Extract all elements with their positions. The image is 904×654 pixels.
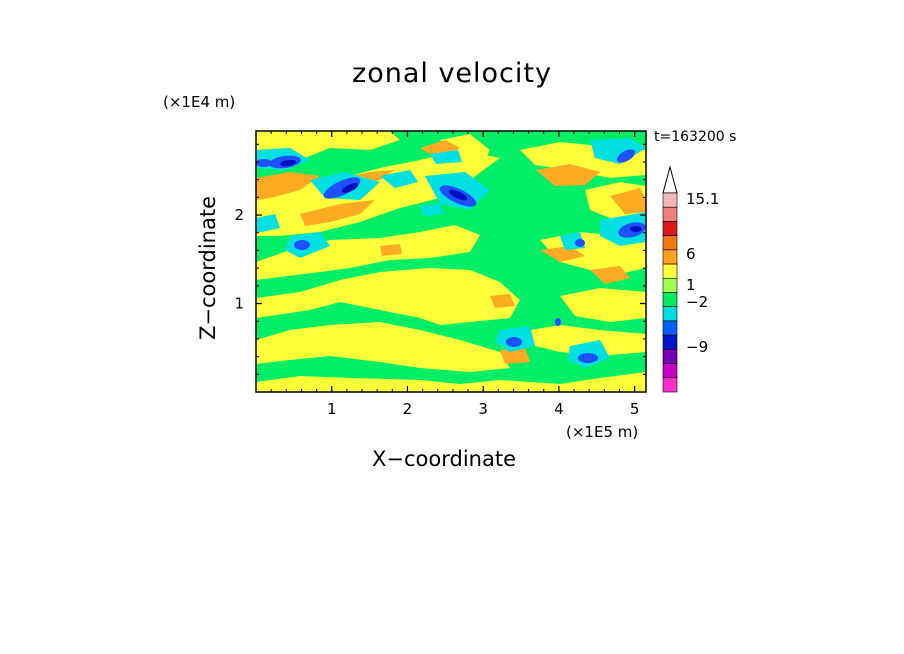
- colorbar-swatch-12: [662, 363, 678, 379]
- colorbar-label-4: −9: [686, 338, 708, 356]
- colorbar-arrow: [662, 165, 678, 194]
- x-tick-label-4: 4: [554, 400, 564, 418]
- colorbar-swatch-3: [662, 235, 678, 251]
- plot-frame: [255, 130, 647, 393]
- colorbar-swatch-0: [662, 192, 678, 208]
- x-tick-label-2: 2: [403, 400, 413, 418]
- y-tick-label-1: 1: [234, 295, 244, 313]
- colorbar-label-3: −2: [686, 293, 708, 311]
- time-label: t=163200 s: [654, 129, 737, 145]
- colorbar: 15.1 6 1−2 −9: [662, 165, 719, 393]
- x-tick-label-5: 5: [630, 400, 640, 418]
- colorbar-swatch-2: [662, 221, 678, 236]
- colorbar-label-1: 6: [686, 245, 696, 263]
- colorbar-swatch-4: [662, 249, 678, 265]
- y-axis-unit: (×1E4 m): [163, 93, 236, 111]
- colorbar-swatch-7: [662, 292, 678, 308]
- x-axis-unit: (×1E5 m): [566, 423, 639, 441]
- colorbar-label-2: 1: [686, 276, 696, 294]
- velocity-field: [256, 131, 646, 392]
- x-tick-label-1: 1: [327, 400, 337, 418]
- colorbar-swatch-8: [662, 306, 678, 322]
- y-tick-label-2: 2: [234, 206, 244, 224]
- colorbar-swatch-11: [662, 349, 678, 364]
- colorbar-swatch-6: [662, 277, 678, 293]
- colorbar-swatch-13: [662, 377, 678, 393]
- colorbar-swatch-10: [662, 334, 678, 350]
- colorbar-label-0: 15.1: [686, 190, 719, 208]
- colorbar-swatch-5: [662, 263, 678, 279]
- colorbar-swatch-1: [662, 206, 678, 222]
- colorbar-swatch-9: [662, 320, 678, 336]
- navy-cores: [280, 159, 642, 232]
- x-axis-label: X−coordinate: [372, 447, 516, 471]
- x-tick-label-3: 3: [478, 400, 488, 418]
- chart-title: zonal velocity: [352, 58, 552, 89]
- axes: 1 2 3 4 5 1 2: [234, 131, 646, 418]
